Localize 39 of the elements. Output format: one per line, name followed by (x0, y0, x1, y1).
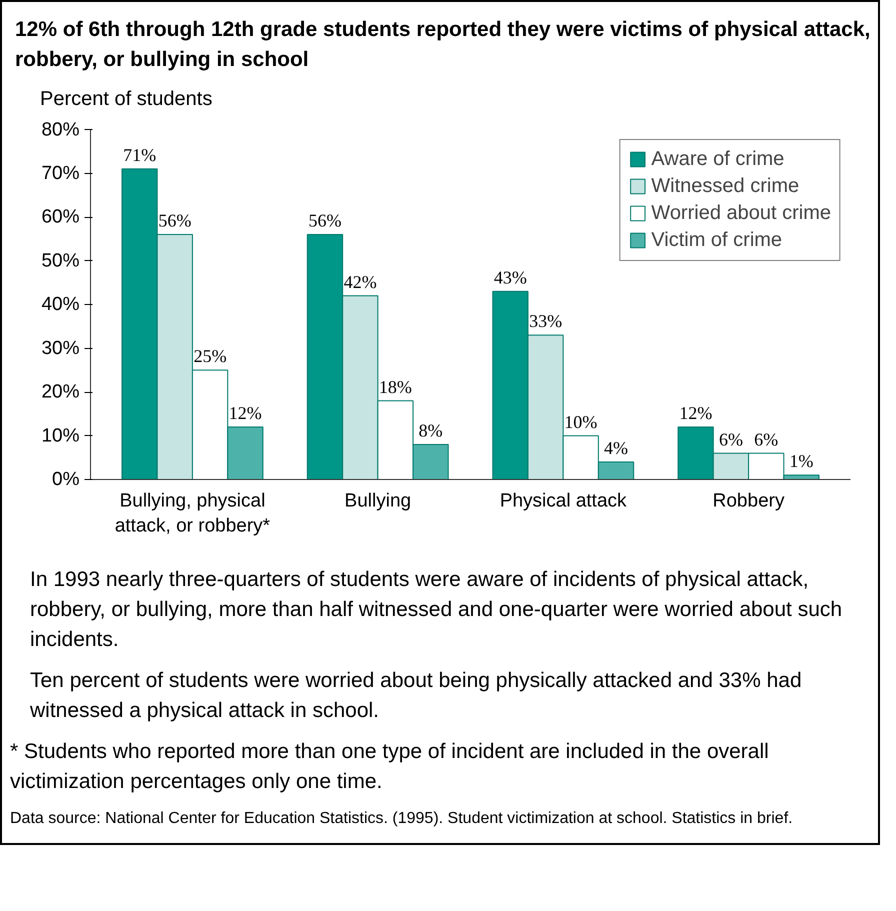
data-label: 56% (158, 210, 192, 230)
x-tick-label: Bullying, physical attack, or robbery* (114, 490, 271, 536)
data-label: 43% (494, 266, 527, 287)
data-label: 10% (564, 411, 598, 432)
data-label: 8% (418, 420, 443, 440)
data-label: 12% (228, 402, 262, 423)
chart-title: 12% of 6th through 12th grade students reported they were victims of physical attack, robbery, or bullying in school (15, 17, 872, 73)
data-label: 4% (604, 438, 628, 458)
x-tick-label: Bullying (344, 490, 412, 512)
data-label: 33% (529, 310, 562, 331)
data-label: 42% (344, 271, 377, 292)
legend-label: Victim of crime (651, 228, 782, 252)
data-label: 25% (194, 346, 227, 366)
y-tick-label: 30% (41, 337, 80, 358)
y-tick-label: 40% (41, 294, 80, 315)
y-tick-label: 50% (41, 250, 80, 271)
data-label: 18% (378, 376, 412, 396)
legend-label: Witnessed crime (651, 174, 800, 198)
source-note: Data source: National Center for Education Statistics. (1995). Student victimization at school. Statistics in brief. (10, 808, 793, 829)
y-tick-label: 10% (41, 424, 80, 446)
y-tick-label: 80% (41, 119, 80, 140)
y-tick-label: 60% (41, 206, 80, 228)
data-label: 6% (754, 428, 778, 449)
data-label: 12% (679, 402, 712, 423)
y-tick-label: 0% (52, 468, 80, 490)
x-tick-label: Robbery (712, 490, 785, 512)
legend-label: Aware of crime (651, 148, 784, 171)
data-label: 1% (789, 450, 814, 471)
legend-label: Worried about crime (651, 202, 831, 225)
text: * Students who reported more than one type of incident are included in the overall victimization percentages only one time. (10, 738, 770, 795)
y-tick-label: 20% (41, 381, 80, 402)
text: Ten percent of students were worried about being physically attacked and 33% had witnessed a physical attack in school. (30, 668, 803, 724)
data-label: 71% (123, 144, 156, 164)
data-label: 56% (308, 210, 342, 230)
data-label: 6% (718, 428, 743, 449)
text: In 1993 nearly three-quarters of students were aware of incidents of physical attack, robbery, or bullying, more than half witnessed and one-quarter were worried about such incidents. (30, 566, 844, 653)
y-axis-title: Percent of students (40, 87, 212, 112)
x-tick-label: Physical attack (500, 490, 628, 512)
y-tick-label: 70% (41, 162, 80, 184)
